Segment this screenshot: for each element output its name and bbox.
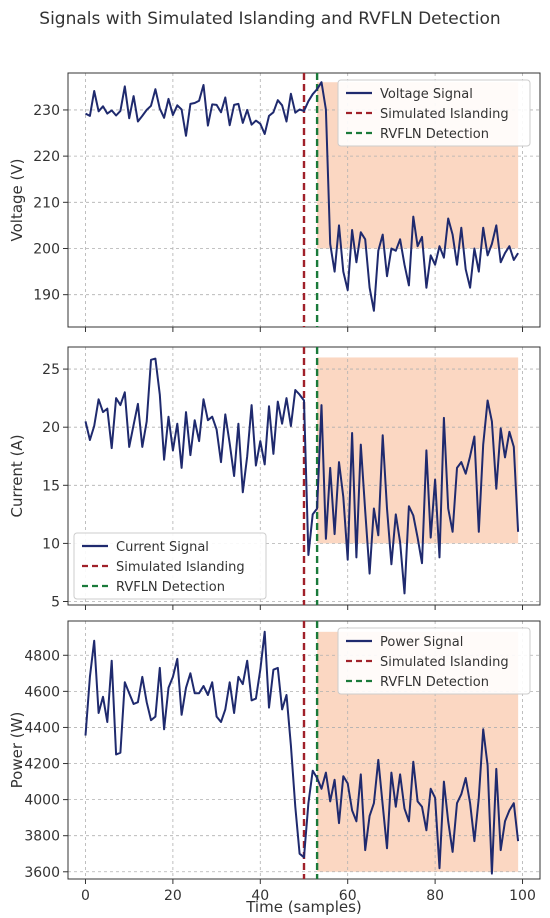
series-line-power — [84, 630, 520, 875]
islanding-shaded-region — [317, 357, 519, 544]
y-tick-label: 230 — [33, 103, 60, 119]
legend-box — [73, 532, 267, 600]
panel-current: 5 10 15 20 25 Current (A) Current Signal Simula… — [8, 346, 541, 611]
y-tick-label: 200 — [33, 241, 60, 257]
x-tick-label: 20 — [164, 888, 182, 904]
legend-entry: Simulated Islanding — [380, 655, 509, 670]
y-tick-label: 4600 — [24, 684, 60, 700]
legend-entry: RVFLN Detection — [116, 580, 225, 595]
legend-entry: Voltage Signal — [380, 87, 473, 102]
x-axis-label: Time (samples) — [245, 898, 362, 916]
y-tick-label: 25 — [42, 362, 60, 378]
series-line-current — [84, 357, 520, 595]
y-tick-label: 4000 — [24, 793, 60, 809]
legend-entry: Simulated Islanding — [380, 107, 509, 122]
y-tick-label: 3600 — [24, 865, 60, 881]
y-tick-label: 220 — [33, 149, 60, 165]
legend-box — [337, 79, 531, 147]
y-tick-label: 4200 — [24, 757, 60, 773]
x-tick-label: 100 — [509, 888, 536, 904]
y-tick-label: 5 — [51, 595, 60, 611]
y-tick-label: 210 — [33, 195, 60, 211]
legend: Voltage Signal Simulated Islanding RVFLN D… — [337, 79, 531, 147]
y-tick-label: 4400 — [24, 720, 60, 736]
legend-entry: Power Signal — [380, 635, 463, 650]
legend-entry: Current Signal — [116, 540, 209, 555]
y-axis-label: Power (W) — [8, 712, 26, 789]
series-line-voltage — [85, 81, 519, 312]
panel-power: 3600 3800 4000 4200 4400 4600 4800 0 20 40 60 80 100… — [8, 620, 541, 916]
y-tick-label: 4800 — [24, 648, 60, 664]
x-tick-label: 0 — [81, 888, 90, 904]
legend-entry: Simulated Islanding — [116, 560, 245, 575]
x-tick-label: 60 — [339, 888, 357, 904]
y-axis-label: Voltage (V) — [8, 159, 26, 242]
legend: Current Signal Simulated Islanding RVFLN D… — [73, 532, 267, 600]
panel-voltage: 190 200 210 220 230 Voltage (V) Voltage Signal… — [8, 72, 541, 332]
y-tick-label: 10 — [42, 536, 60, 552]
y-tick-label: 3800 — [24, 829, 60, 845]
y-tick-label: 190 — [33, 288, 60, 304]
legend-entry: RVFLN Detection — [380, 127, 489, 142]
y-tick-label: 15 — [42, 478, 60, 494]
legend-entry: RVFLN Detection — [380, 675, 489, 690]
legend: Power Signal Simulated Islanding RVFLN Det… — [337, 627, 531, 695]
figure-title: Signals with Simulated Islanding and RVF… — [39, 9, 500, 29]
x-tick-label: 80 — [426, 888, 444, 904]
y-axis-label: Current (A) — [8, 434, 26, 517]
y-tick-label: 20 — [42, 420, 60, 436]
legend-box — [337, 627, 531, 695]
x-tick-label: 40 — [251, 888, 269, 904]
